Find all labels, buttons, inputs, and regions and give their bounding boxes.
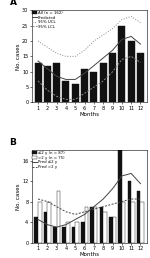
Bar	[137, 191, 141, 243]
Bar	[85, 207, 88, 243]
Bar	[90, 72, 97, 102]
Bar	[128, 41, 135, 102]
Bar	[75, 222, 79, 243]
Bar	[62, 227, 66, 243]
Bar	[72, 84, 79, 102]
Bar	[118, 150, 122, 243]
Y-axis label: No. cases: No. cases	[16, 43, 21, 70]
Bar	[53, 62, 60, 102]
Bar	[94, 207, 98, 243]
Bar	[66, 222, 69, 243]
Bar	[47, 201, 51, 243]
Bar	[118, 26, 125, 102]
Legend: ≤2 y (n = 87), >2 y (n = 75), Pred ≤2 y, Pred >2 y: ≤2 y (n = 87), >2 y (n = 75), Pred ≤2 y,…	[32, 151, 65, 169]
Bar	[128, 181, 131, 243]
Bar	[141, 201, 144, 243]
Bar	[100, 62, 107, 102]
X-axis label: Months: Months	[79, 112, 99, 117]
Bar	[53, 227, 57, 243]
Bar	[131, 201, 135, 243]
Bar	[100, 207, 103, 243]
Text: A: A	[10, 0, 16, 7]
Text: B: B	[10, 138, 16, 147]
Bar	[44, 212, 47, 243]
Bar	[38, 201, 42, 243]
Bar	[34, 62, 42, 102]
X-axis label: Months: Months	[79, 252, 99, 257]
Y-axis label: No. cases: No. cases	[16, 183, 21, 210]
Bar	[122, 201, 125, 243]
Bar	[81, 222, 85, 243]
Bar	[44, 66, 51, 102]
Legend: All (n = 162), Predicted, 95% UCL, 95% LCL: All (n = 162), Predicted, 95% UCL, 95% L…	[32, 11, 63, 29]
Bar	[81, 69, 88, 102]
Bar	[103, 212, 107, 243]
Bar	[90, 207, 94, 243]
Bar	[62, 81, 69, 102]
Bar	[72, 227, 75, 243]
Bar	[109, 217, 112, 243]
Bar	[57, 191, 60, 243]
Bar	[137, 53, 144, 102]
Bar	[109, 53, 116, 102]
Bar	[112, 217, 116, 243]
Bar	[34, 217, 38, 243]
